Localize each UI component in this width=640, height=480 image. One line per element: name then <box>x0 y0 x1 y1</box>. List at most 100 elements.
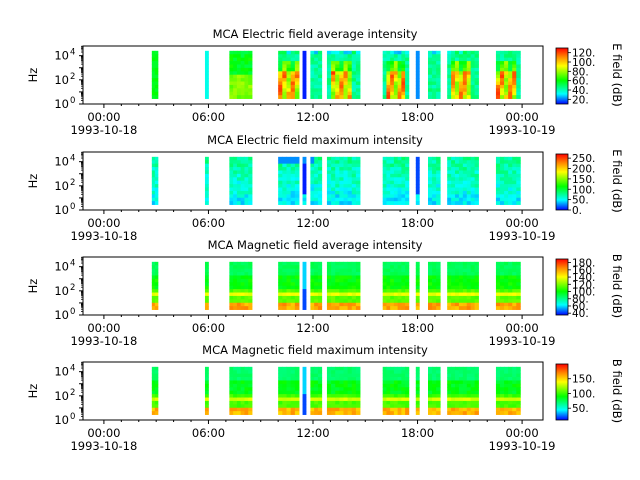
spectrogram-cell <box>151 167 156 171</box>
spectrogram-cell <box>343 50 349 55</box>
spectrogram-cell <box>294 57 300 62</box>
data-interval-12 <box>495 156 521 205</box>
spectrogram-cell <box>331 156 336 161</box>
spectrogram-cell <box>428 74 433 79</box>
spectrogram-cell <box>302 187 307 192</box>
spectrogram-cell <box>290 187 296 192</box>
spectrogram-cell <box>286 54 292 59</box>
spectrogram-cell <box>317 173 323 178</box>
spectrogram-cell <box>310 74 315 79</box>
spectrogram-cell <box>504 292 509 297</box>
spectrogram-cell <box>382 201 387 205</box>
spectrogram-cell <box>355 278 361 283</box>
spectrogram-cell <box>432 289 437 293</box>
spectrogram-cell <box>278 61 283 65</box>
spectrogram-panel-1: MCA Electric field average intensity00:0… <box>26 27 624 137</box>
data-interval-5 <box>302 261 307 310</box>
spectrogram-cell <box>466 74 472 79</box>
spectrogram-cell <box>393 177 399 182</box>
spectrogram-cell <box>154 156 159 161</box>
colorbar: 50.100.150. B field (dB) <box>555 359 624 423</box>
spectrogram-cell <box>451 184 456 188</box>
spectrogram-cell <box>233 295 238 300</box>
spectrogram-cell <box>343 282 349 287</box>
spectrogram-cell <box>236 81 242 86</box>
spectrogram-cell <box>204 390 209 395</box>
spectrogram-cell <box>290 71 296 76</box>
spectrogram-cell <box>382 380 387 385</box>
spectrogram-cell <box>462 377 468 381</box>
spectrogram-cell <box>236 91 242 96</box>
spectrogram-cell <box>504 91 509 96</box>
spectrogram-cell <box>317 377 323 381</box>
spectrogram-cell <box>393 67 399 72</box>
spectrogram-cell <box>326 88 332 93</box>
spectrogram-cell <box>355 187 361 192</box>
spectrogram-cell <box>286 156 292 161</box>
data-interval-9 <box>415 261 420 310</box>
spectrogram-cell <box>386 373 391 378</box>
spectrogram-cell <box>302 190 307 195</box>
spectrogram-cell <box>343 397 349 402</box>
spectrogram-cell <box>436 74 441 79</box>
spectrogram-cell <box>500 74 505 79</box>
spectrogram-cell <box>290 400 296 405</box>
colorbar-tick-label: 40. <box>572 85 589 97</box>
spectrogram-cell <box>290 190 296 195</box>
spectrogram-cell <box>204 187 209 192</box>
spectrogram-cell <box>314 380 319 385</box>
spectrogram-cell <box>393 167 399 171</box>
spectrogram-cell <box>335 400 340 405</box>
spectrogram-cell <box>151 394 156 398</box>
spectrogram-cell <box>382 377 387 381</box>
y-axis-label: Hz <box>26 68 40 83</box>
spectrogram-cell <box>236 373 242 378</box>
spectrogram-cell <box>343 383 349 388</box>
spectrogram-cell <box>428 302 433 307</box>
spectrogram-cell <box>317 95 323 99</box>
spectrogram-cell <box>415 194 420 199</box>
spectrogram-cell <box>393 187 399 192</box>
spectrogram-cell <box>314 387 319 392</box>
spectrogram-cell <box>326 74 332 79</box>
spectrogram-cell <box>314 88 319 93</box>
spectrogram-cell <box>314 61 319 65</box>
spectrogram-cell <box>248 377 253 381</box>
spectrogram-cell <box>458 163 464 168</box>
spectrogram-cell <box>470 201 476 205</box>
spectrogram-cell <box>351 187 357 192</box>
spectrogram-cell <box>339 295 344 300</box>
spectrogram-cell <box>331 67 336 72</box>
spectrogram-cell <box>282 67 287 72</box>
spectrogram-cell <box>451 366 456 371</box>
spectrogram-cell <box>495 173 501 178</box>
spectrogram-cell <box>302 275 307 280</box>
spectrogram-cell <box>331 377 336 381</box>
spectrogram-cell <box>382 373 387 378</box>
spectrogram-cell <box>397 180 402 185</box>
spectrogram-cell <box>154 268 159 273</box>
spectrogram-cell <box>428 190 433 195</box>
spectrogram-cell <box>244 302 249 307</box>
spectrogram-cell <box>339 57 344 62</box>
spectrogram-cell <box>278 394 283 398</box>
spectrogram-cell <box>393 387 399 392</box>
spectrogram-cell <box>240 261 245 266</box>
spectrogram-cell <box>339 278 344 283</box>
spectrogram-cell <box>355 272 361 276</box>
spectrogram-cell <box>405 194 410 199</box>
spectrogram-cell <box>466 184 472 188</box>
data-interval-1 <box>151 366 159 415</box>
spectrogram-cell <box>504 156 509 161</box>
spectrogram-cell <box>405 201 410 205</box>
spectrogram-cell <box>428 160 433 165</box>
spectrogram-cell <box>151 91 156 96</box>
spectrogram-cell <box>236 289 242 293</box>
spectrogram-cell <box>314 373 319 378</box>
spectrogram-cell <box>401 285 406 290</box>
spectrogram-cell <box>415 156 420 161</box>
spectrogram-cell <box>294 292 300 297</box>
data-interval-7 <box>326 156 361 205</box>
data-interval-3 <box>229 261 253 310</box>
